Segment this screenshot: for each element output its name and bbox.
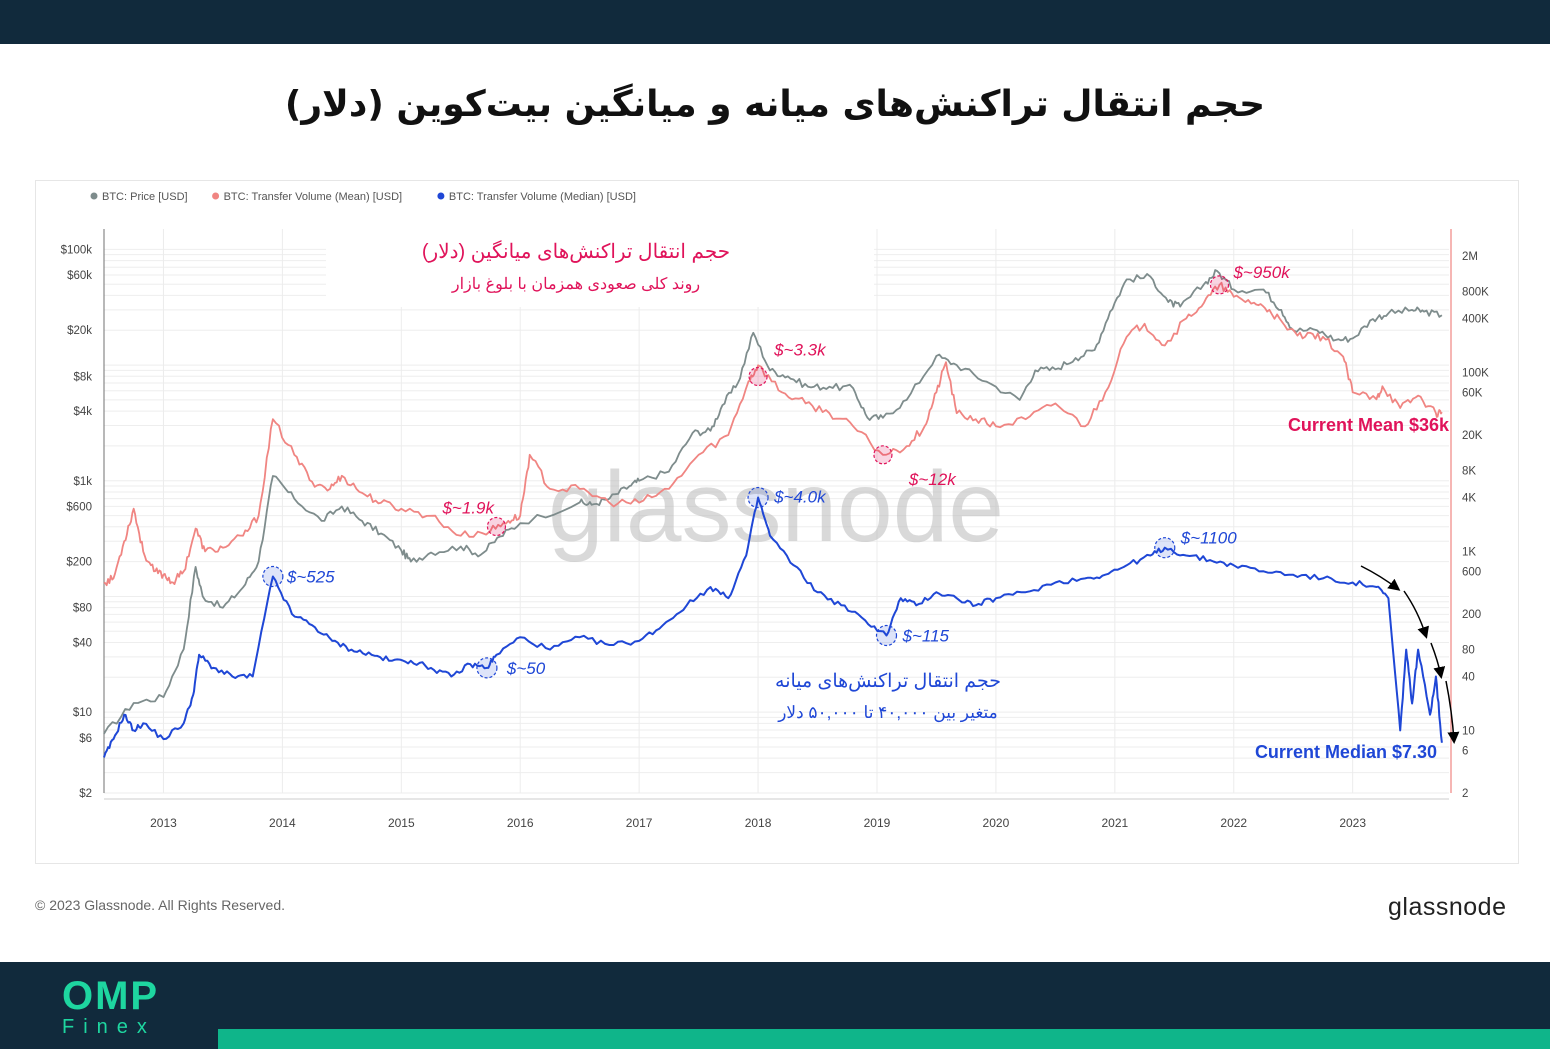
chart-watermark: glassnode <box>548 451 1004 563</box>
right-tick-label: 1K <box>1462 546 1476 558</box>
omp-logo-sub: Finex <box>62 1016 156 1038</box>
median-peak-marker <box>1154 537 1176 559</box>
x-tick-label: 2019 <box>864 816 891 830</box>
median-peak-label: $~525 <box>286 567 335 586</box>
x-tick-label: 2013 <box>150 816 177 830</box>
right-tick-label: 8K <box>1462 466 1476 478</box>
mean-peak-label: $~12k <box>908 470 957 489</box>
decline-arrows <box>1360 565 1460 744</box>
right-tick-label: 10 <box>1462 725 1475 737</box>
median-peak-marker <box>747 486 769 509</box>
watermark-text: glassnode <box>548 451 1004 563</box>
median-annotation-subtitle: متغیر بین ۴۰,۰۰۰ تا ۵۰,۰۰۰ دلار <box>777 703 998 723</box>
series-line-price <box>103 269 1443 735</box>
omp-finex-logo: OMP Finex <box>62 976 159 1038</box>
left-tick-label: $200 <box>66 557 92 569</box>
mean-peak-label: $~950k <box>1232 263 1291 282</box>
glassnode-logo: glassnode <box>1388 893 1507 921</box>
median-peak-label: $~4.0k <box>773 488 827 507</box>
series-line-median <box>103 496 1443 758</box>
right-tick-label: 80 <box>1462 645 1475 657</box>
mean-peak-label: $~1.9k <box>441 498 495 517</box>
left-tick-label: $2 <box>79 788 92 800</box>
right-tick-label: 40 <box>1462 672 1475 684</box>
left-tick-label: $6 <box>79 733 92 745</box>
right-tick-label: 60K <box>1462 387 1483 399</box>
right-tick-label: 2 <box>1462 788 1468 800</box>
median-peak-marker <box>875 624 898 647</box>
median-peak-marker <box>476 657 498 679</box>
mean-peak-marker <box>486 516 507 537</box>
arrow-3 <box>1430 642 1446 679</box>
chart-markers: $~1.9k $~3.3k $~12k $~950k $~525 $~50 $~4.0k $~… <box>262 263 1291 679</box>
left-tick-label: $1k <box>73 476 92 488</box>
left-tick-label: $100k <box>61 244 93 256</box>
left-tick-label: $20k <box>67 325 92 337</box>
top-banner <box>0 0 1550 44</box>
legend-dot-price <box>90 192 98 200</box>
legend-dot-mean <box>212 192 220 200</box>
chart-annotations: حجم انتقال تراکنش‌های میانگین (دلار) رون… <box>326 229 1450 762</box>
copyright-text: © 2023 Glassnode. All Rights Reserved. <box>35 897 286 913</box>
arrow-1 <box>1360 565 1401 591</box>
left-tick-label: $80 <box>73 603 92 615</box>
chart-axes: 2013 2014 2015 2016 2017 2018 2019 2020 2021 2022… <box>61 229 1489 830</box>
current-median-label: Current Median $7.30 <box>1255 742 1437 762</box>
median-peak-marker <box>262 565 284 588</box>
left-tick-label: $600 <box>66 501 92 513</box>
chart-legend: BTC: Price [USD] BTC: Transfer Volume (Me… <box>90 191 636 203</box>
x-tick-label: 2015 <box>388 816 415 830</box>
right-tick-label: 100K <box>1462 367 1489 379</box>
legend-label-price: BTC: Price [USD] <box>102 191 188 203</box>
legend-label-mean: BTC: Transfer Volume (Mean) [USD] <box>224 191 403 203</box>
page-title: حجم انتقال تراکنش‌های میانه و میانگین بی… <box>284 84 1266 125</box>
x-tick-label: 2022 <box>1220 816 1247 830</box>
arrow-2 <box>1403 590 1429 639</box>
bottom-accent-stripe <box>218 1029 1550 1049</box>
x-tick-label: 2017 <box>626 816 653 830</box>
right-tick-label: 600 <box>1462 566 1481 578</box>
omp-logo-main: OMP <box>62 974 160 1018</box>
chart-svg: BTC: Price [USD] BTC: Transfer Volume (Me… <box>61 191 1490 830</box>
left-tick-label: $10 <box>73 707 92 719</box>
right-tick-label: 200 <box>1462 609 1481 621</box>
right-tick-label: 400K <box>1462 314 1489 326</box>
mean-annotation-title: حجم انتقال تراکنش‌های میانگین (دلار) <box>422 240 730 263</box>
x-tick-label: 2018 <box>745 816 772 830</box>
left-tick-label: $60k <box>67 270 92 282</box>
x-tick-label: 2020 <box>983 816 1010 830</box>
series-line-mean <box>103 281 1443 587</box>
median-peak-label: $~1100 <box>1180 529 1237 548</box>
mean-peak-label: $~3.3k <box>773 340 827 359</box>
left-tick-label: $40 <box>73 637 92 649</box>
x-tick-label: 2021 <box>1101 816 1128 830</box>
x-tick-label: 2014 <box>269 816 296 830</box>
right-tick-label: 20K <box>1462 430 1483 442</box>
right-tick-label: 2M <box>1462 251 1478 263</box>
mean-peak-marker <box>748 366 768 387</box>
left-tick-label: $8k <box>73 371 92 383</box>
current-mean-label: Current Mean $36k <box>1288 415 1450 435</box>
chart-series <box>103 269 1443 758</box>
chart-frame: BTC: Price [USD] BTC: Transfer Volume (Me… <box>35 180 1519 864</box>
median-peak-label: $~115 <box>902 626 950 645</box>
left-tick-label: $4k <box>73 406 92 418</box>
legend-label-median: BTC: Transfer Volume (Median) [USD] <box>449 191 636 203</box>
chart-grid <box>104 229 1449 794</box>
mean-peak-marker <box>873 445 893 465</box>
right-tick-label: 4K <box>1462 493 1476 505</box>
mean-peak-marker <box>1209 275 1230 295</box>
mean-annotation-box <box>326 229 874 307</box>
legend-dot-median <box>437 192 445 200</box>
arrow-4 <box>1445 680 1460 744</box>
mean-annotation-subtitle: روند کلی صعودی همزمان با بلوغ بازار <box>451 276 700 293</box>
x-tick-label: 2023 <box>1339 816 1366 830</box>
median-annotation-title: حجم انتقال تراکنش‌های میانه <box>775 671 1001 692</box>
right-tick-label: 6 <box>1462 745 1468 757</box>
x-tick-label: 2016 <box>507 816 534 830</box>
right-tick-label: 800K <box>1462 287 1489 299</box>
median-peak-label: $~50 <box>506 659 546 678</box>
